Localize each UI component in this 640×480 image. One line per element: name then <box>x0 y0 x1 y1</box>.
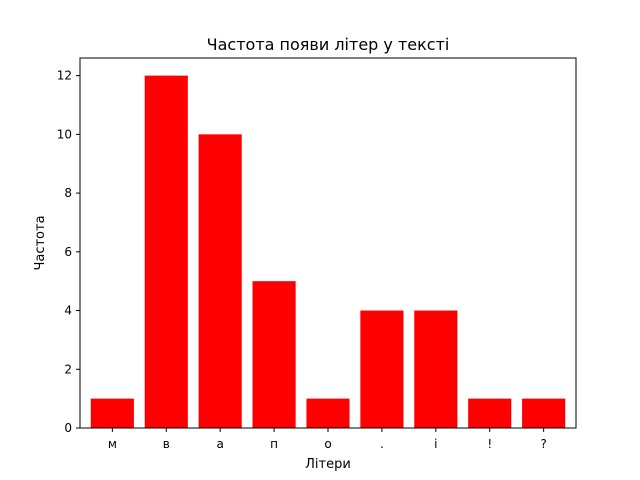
bar-7 <box>468 398 512 428</box>
x-tick-label-1: в <box>163 437 170 451</box>
y-tick-label-0: 0 <box>64 421 72 435</box>
bars-layer <box>90 75 566 429</box>
x-tick-label-5: . <box>380 437 384 451</box>
y-tick-label-3: 6 <box>64 245 72 259</box>
bar-4 <box>306 398 350 428</box>
bar-2 <box>198 134 242 428</box>
bar-5 <box>360 310 404 428</box>
y-tick-label-4: 8 <box>64 186 72 200</box>
bar-0 <box>90 398 134 428</box>
x-tick-label-3: п <box>270 437 278 451</box>
bar-8 <box>522 398 566 428</box>
x-tick-label-0: м <box>108 437 117 451</box>
bar-6 <box>414 310 458 428</box>
x-axis: м в а п о. і!? <box>108 428 547 451</box>
x-axis-label: Літери <box>305 457 351 472</box>
y-tick-label-1: 2 <box>64 362 72 376</box>
x-tick-label-4: о <box>324 437 331 451</box>
y-tick-label-2: 4 <box>64 304 72 318</box>
x-tick-label-7: ! <box>487 437 492 451</box>
plot-frame <box>79 57 577 429</box>
bar-3 <box>252 281 296 428</box>
x-tick-label-2: а <box>216 437 223 451</box>
bar-1 <box>144 75 188 429</box>
y-tick-label-6: 12 <box>57 69 72 83</box>
x-tick-label-6: і <box>434 437 437 451</box>
y-axis-label: Частота <box>33 215 48 270</box>
chart-title: Частота появи літер у тексті <box>207 35 450 54</box>
y-axis: 0 2 4 6 8 10 12 <box>57 69 80 435</box>
x-tick-label-8: ? <box>540 437 546 451</box>
y-tick-label-5: 10 <box>57 127 72 141</box>
